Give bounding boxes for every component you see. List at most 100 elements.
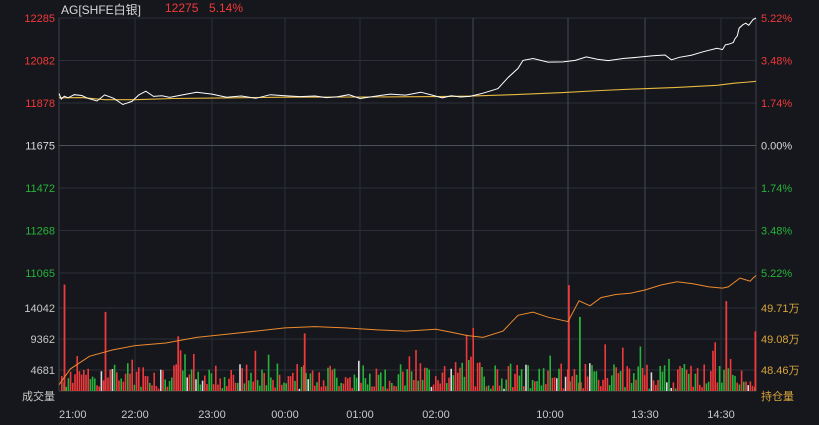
volume-bar <box>624 387 626 391</box>
volume-bar <box>208 369 210 391</box>
volume-bar <box>87 368 89 391</box>
volume-bar <box>560 363 562 391</box>
volume-bar <box>338 386 340 391</box>
volume-bar <box>131 359 133 391</box>
volume-bar <box>80 374 83 391</box>
volume-bar <box>703 364 705 391</box>
last-price: 12275 <box>165 1 199 15</box>
volume-bar <box>201 380 204 391</box>
volume-bar <box>215 365 217 391</box>
price-tick-label: 11472 <box>25 183 55 195</box>
volume-bar <box>155 386 158 391</box>
volume-bar <box>142 367 144 391</box>
volume-bar <box>452 375 455 391</box>
volume-bar <box>395 386 397 391</box>
volume-bar <box>366 384 369 391</box>
volume-bar <box>659 365 661 391</box>
volume-bar <box>597 379 600 391</box>
volume-bar <box>582 388 584 391</box>
volume-bar <box>186 377 188 391</box>
volume-bar <box>468 360 470 391</box>
time-tick-label: 14:30 <box>707 409 735 421</box>
volume-bar <box>118 380 120 391</box>
volume-bar <box>232 374 235 391</box>
volume-bar <box>496 369 499 391</box>
volume-bar <box>718 366 721 391</box>
volume-bar <box>626 366 628 391</box>
volume-bar <box>474 386 477 391</box>
volume-bar <box>646 364 648 391</box>
volume-bar <box>540 385 543 391</box>
open-interest-tick-label: 48.46万 <box>761 365 800 377</box>
symbol-title: AG[SHFE白银] <box>61 3 142 17</box>
volume-bar <box>267 354 270 391</box>
volume-bar <box>457 372 459 391</box>
volume-bar <box>274 387 276 391</box>
open-interest-tick-label: 49.08万 <box>761 334 800 346</box>
volume-bar <box>584 364 587 391</box>
percent-tick-label: 3.48% <box>761 226 792 238</box>
volume-bar <box>439 383 441 391</box>
volume-bar <box>542 368 545 391</box>
volume-bar <box>278 374 281 391</box>
volume-bar <box>595 371 598 391</box>
volume-bar <box>459 367 461 391</box>
volume-bar <box>655 384 657 391</box>
volume-bar <box>226 386 228 391</box>
volume-bar <box>738 384 741 391</box>
volume-bar <box>364 378 367 391</box>
volume-bar <box>164 379 166 391</box>
volume-bar <box>635 379 637 391</box>
volume-bar <box>179 350 182 391</box>
volume-bar <box>492 385 494 391</box>
volume-bar <box>501 378 503 391</box>
volume-bar <box>509 363 512 391</box>
price-tick-label: 11268 <box>25 226 55 238</box>
volume-bar <box>430 386 433 391</box>
volume-bar <box>589 363 591 391</box>
volume-bar <box>195 379 197 391</box>
volume-tick-label: 14042 <box>24 303 55 315</box>
percent-tick-label: 5.22% <box>761 268 792 280</box>
volume-bar <box>611 375 613 391</box>
volume-bar <box>602 379 604 391</box>
volume-bar <box>406 369 408 391</box>
time-tick-label: 01:00 <box>346 409 374 421</box>
volume-bars <box>61 284 757 391</box>
volume-bar <box>360 382 362 391</box>
volume-bar <box>69 371 72 391</box>
volume-bar <box>443 366 446 391</box>
volume-bar <box>100 371 103 391</box>
volume-bar <box>710 370 712 391</box>
volume-bar <box>393 385 395 391</box>
volume-bar <box>470 356 472 391</box>
volume-bar <box>190 369 193 391</box>
volume-bar <box>96 385 98 391</box>
price-tick-label: 12082 <box>24 56 55 68</box>
volume-bar <box>259 385 261 391</box>
volume-bar <box>520 369 523 391</box>
volume-bar <box>694 373 697 391</box>
volume-bar <box>230 370 232 391</box>
price-line <box>58 17 757 106</box>
volume-bar <box>173 365 175 391</box>
volume-bar <box>579 316 581 391</box>
volume-bar <box>382 386 384 391</box>
volume-bar <box>78 371 81 391</box>
volume-bar <box>567 369 569 391</box>
volume-bar <box>151 385 153 391</box>
volume-bar <box>481 367 483 391</box>
volume-bar <box>729 359 732 391</box>
volume-bar <box>314 385 316 391</box>
volume-bar <box>250 372 252 391</box>
volume-bar <box>116 372 118 391</box>
volume-bar <box>586 376 589 391</box>
volume-bar <box>681 367 683 391</box>
volume-bar <box>239 364 241 391</box>
volume-bar <box>628 368 631 391</box>
volume-bar <box>668 358 670 391</box>
volume-bar <box>630 383 633 391</box>
volume-bar <box>578 382 580 391</box>
time-tick-label: 21:00 <box>59 409 87 421</box>
